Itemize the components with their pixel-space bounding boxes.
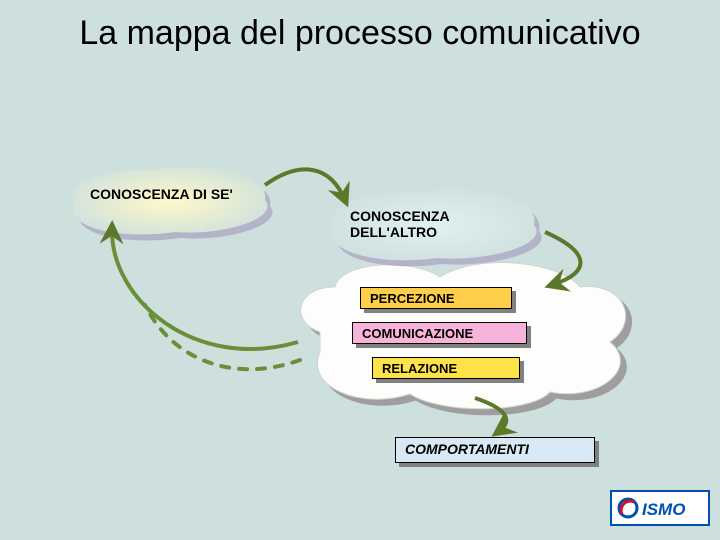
- node-conoscenza-se: [55, 158, 295, 253]
- slide: La mappa del processo comunicativo CONOS…: [0, 0, 720, 540]
- logo-ismo: ISMO: [610, 490, 710, 531]
- svg-text:ISMO: ISMO: [642, 500, 685, 519]
- label-conoscenza-altro: CONOSCENZADELL'ALTRO: [350, 208, 450, 240]
- page-title: La mappa del processo comunicativo: [0, 14, 720, 53]
- arrow-feedback-dashed: [145, 305, 300, 369]
- label-conoscenza-se: CONOSCENZA DI SE': [90, 186, 233, 202]
